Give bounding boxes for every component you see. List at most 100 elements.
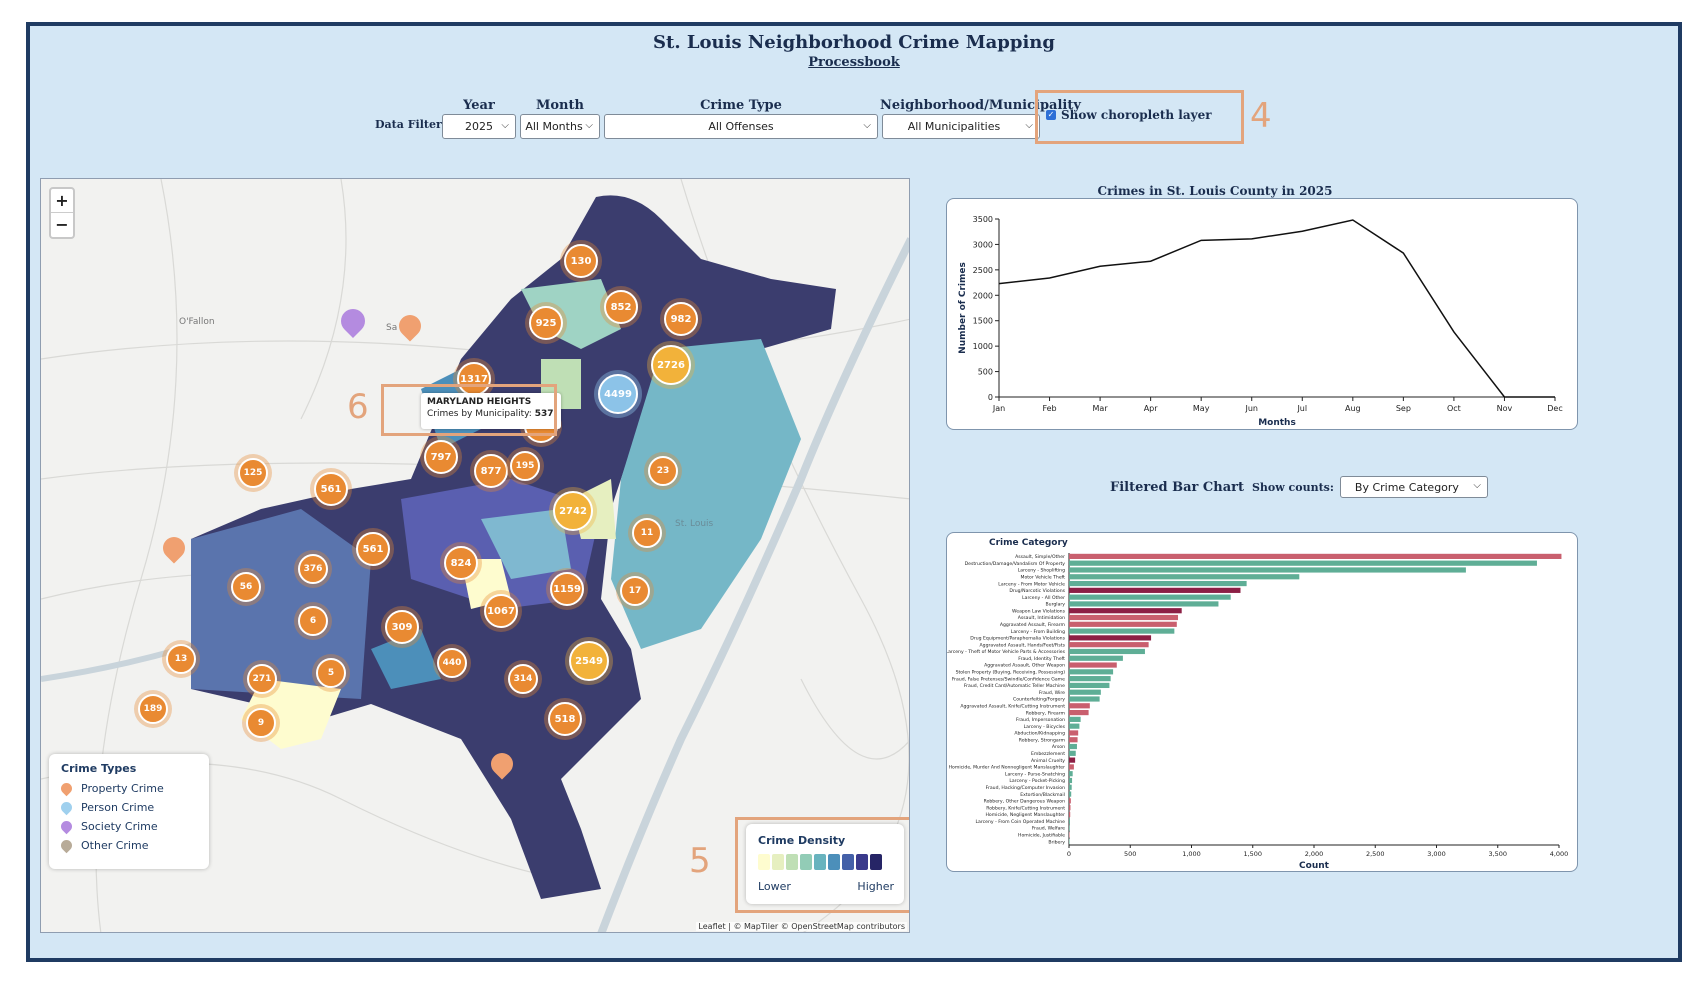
cluster-count: 824: [450, 557, 472, 569]
bar: [1069, 635, 1152, 641]
cluster-marker[interactable]: 797: [424, 440, 458, 474]
annotation-box-4: [1035, 90, 1244, 144]
county-west: [191, 509, 371, 699]
cluster-marker[interactable]: 271: [247, 664, 277, 694]
cluster-marker[interactable]: 925: [529, 306, 563, 340]
cluster-marker[interactable]: 189: [138, 694, 168, 724]
cluster-marker[interactable]: 5: [316, 658, 346, 688]
zoom-out-button[interactable]: −: [55, 215, 69, 234]
density-swatch: [870, 854, 882, 870]
cluster-marker[interactable]: 4499: [598, 374, 638, 414]
show-counts-select[interactable]: By Crime Category ⌵: [1339, 476, 1488, 498]
cluster-marker[interactable]: 17: [620, 576, 650, 606]
cluster-count: 17: [628, 586, 642, 596]
cluster-marker[interactable]: 9: [246, 708, 276, 738]
cluster-marker[interactable]: 23: [648, 456, 678, 486]
bar: [1069, 716, 1081, 722]
density-swatches: [758, 854, 884, 870]
cluster-marker[interactable]: 852: [604, 290, 638, 324]
processbook-link[interactable]: Processbook: [808, 55, 900, 70]
tooltip-body: Crimes by Municipality: 537: [427, 409, 555, 419]
bar-category-label: Aggravated Assault, Hands/Feet/Fists: [980, 642, 1066, 648]
bar-category-label: Larceny - Bicycles: [1024, 724, 1066, 730]
bar: [1069, 574, 1300, 580]
cluster-marker[interactable]: 1067: [484, 594, 518, 628]
cluster-marker[interactable]: 13: [166, 644, 196, 674]
density-low-label: Lower: [758, 880, 791, 893]
bar: [1069, 709, 1089, 716]
map-panel[interactable]: + − O'Fallon St. Louis Sa 130 852 925 982 13…: [40, 178, 910, 933]
year-select[interactable]: 2025 ⌵: [442, 114, 516, 139]
cluster-count: 11: [640, 528, 654, 538]
checkbox-checked-icon[interactable]: ✓: [1046, 110, 1056, 120]
x-tick-label: 3,000: [1427, 850, 1446, 858]
bar-category-label: Assault, Simple/Other: [1015, 554, 1065, 560]
month-label: Month: [536, 98, 584, 113]
crime-type-legend-label: Person Crime: [81, 801, 155, 814]
cluster-marker[interactable]: 518: [548, 702, 582, 736]
cluster-marker[interactable]: 314: [508, 664, 538, 694]
cluster-marker[interactable]: 6: [298, 606, 328, 636]
cluster-count: 2549: [575, 655, 603, 667]
cluster-marker[interactable]: 561: [314, 472, 348, 506]
x-tick-label: Jul: [1296, 404, 1307, 413]
bar: [1069, 737, 1078, 743]
bar-category-label: Fraud, Hacking/Computer Invasion: [986, 785, 1065, 791]
bar-category-label: Assault, Intimidation: [1018, 615, 1065, 621]
cluster-marker[interactable]: 130: [564, 244, 598, 278]
bar: [1069, 784, 1072, 790]
crime-type-legend-item: Other Crime: [58, 837, 149, 854]
cluster-marker[interactable]: 440: [437, 648, 467, 678]
x-tick-label: 1,000: [1182, 850, 1201, 858]
y-axis-label: Number of Crimes: [958, 262, 968, 354]
bar-chart-inner-title: Crime Category: [989, 538, 1068, 548]
chevron-down-icon: ⌵: [585, 120, 593, 131]
cluster-marker[interactable]: 195: [510, 451, 540, 481]
bar: [1069, 560, 1537, 566]
cluster-marker[interactable]: 2549: [569, 641, 609, 681]
chevron-down-icon: ⌵: [1025, 120, 1033, 131]
bar-category-label: Fraud, Wire: [1039, 690, 1065, 696]
cluster-marker[interactable]: 2726: [651, 345, 691, 385]
cluster-marker[interactable]: 309: [385, 610, 419, 644]
annotation-number-5: 5: [689, 841, 711, 881]
choropleth-toggle[interactable]: ✓ Show choropleth layer: [1046, 108, 1212, 122]
bar-category-label: Stolen Property (Buying, Receiving, Poss…: [956, 670, 1066, 676]
cluster-marker[interactable]: 56: [231, 572, 261, 602]
crime-type-select[interactable]: All Offenses ⌵: [604, 114, 878, 139]
map-attribution[interactable]: Leaflet | © MapTiler © OpenStreetMap con…: [696, 922, 907, 931]
month-select[interactable]: All Months ⌵: [520, 114, 600, 139]
cluster-marker[interactable]: 125: [238, 458, 268, 488]
bar-category-label: Weapon Law Violations: [1012, 608, 1066, 614]
cluster-marker[interactable]: 824: [444, 546, 478, 580]
y-tick-label: 500: [978, 368, 993, 377]
x-axis-label: Months: [1258, 418, 1296, 428]
crime-type-legend-label: Other Crime: [81, 839, 149, 852]
crime-types-legend-title: Crime Types: [61, 762, 137, 775]
cluster-marker[interactable]: 376: [298, 554, 328, 584]
cluster-count: 56: [239, 582, 253, 592]
zoom-in-button[interactable]: +: [51, 189, 73, 213]
x-tick-label: Jun: [1244, 404, 1258, 413]
annotation-number-4: 4: [1250, 96, 1272, 136]
cluster-marker[interactable]: 11: [632, 518, 662, 548]
cluster-marker[interactable]: 982: [664, 302, 698, 336]
crime-type-value: All Offenses: [708, 120, 774, 133]
cluster-count: 5: [327, 668, 335, 678]
bar-chart-title: Filtered Bar Chart: [1110, 479, 1244, 495]
cluster-marker[interactable]: 561: [356, 532, 390, 566]
bar-category-label: Destruction/Damage/Vandalism Of Property: [965, 561, 1066, 567]
cluster-count: 23: [656, 466, 670, 476]
zoom-control[interactable]: + −: [49, 187, 75, 239]
month-value: All Months: [525, 120, 583, 133]
cluster-marker[interactable]: 877: [474, 454, 508, 488]
bar-category-label: Animal Cruelty: [1031, 758, 1065, 764]
bar-category-label: Larceny - Pocket-Picking: [1009, 778, 1065, 784]
cluster-marker[interactable]: 2742: [553, 491, 593, 531]
bar-category-label: Larceny - From Coin Operated Machine: [975, 819, 1065, 825]
bar-category-label: Counterfeiting/Forgery: [1013, 697, 1065, 703]
neighborhood-select[interactable]: All Municipalities ⌵: [882, 114, 1040, 139]
bar: [1069, 825, 1070, 831]
cluster-marker[interactable]: 1159: [550, 572, 584, 606]
bar: [1069, 594, 1231, 600]
